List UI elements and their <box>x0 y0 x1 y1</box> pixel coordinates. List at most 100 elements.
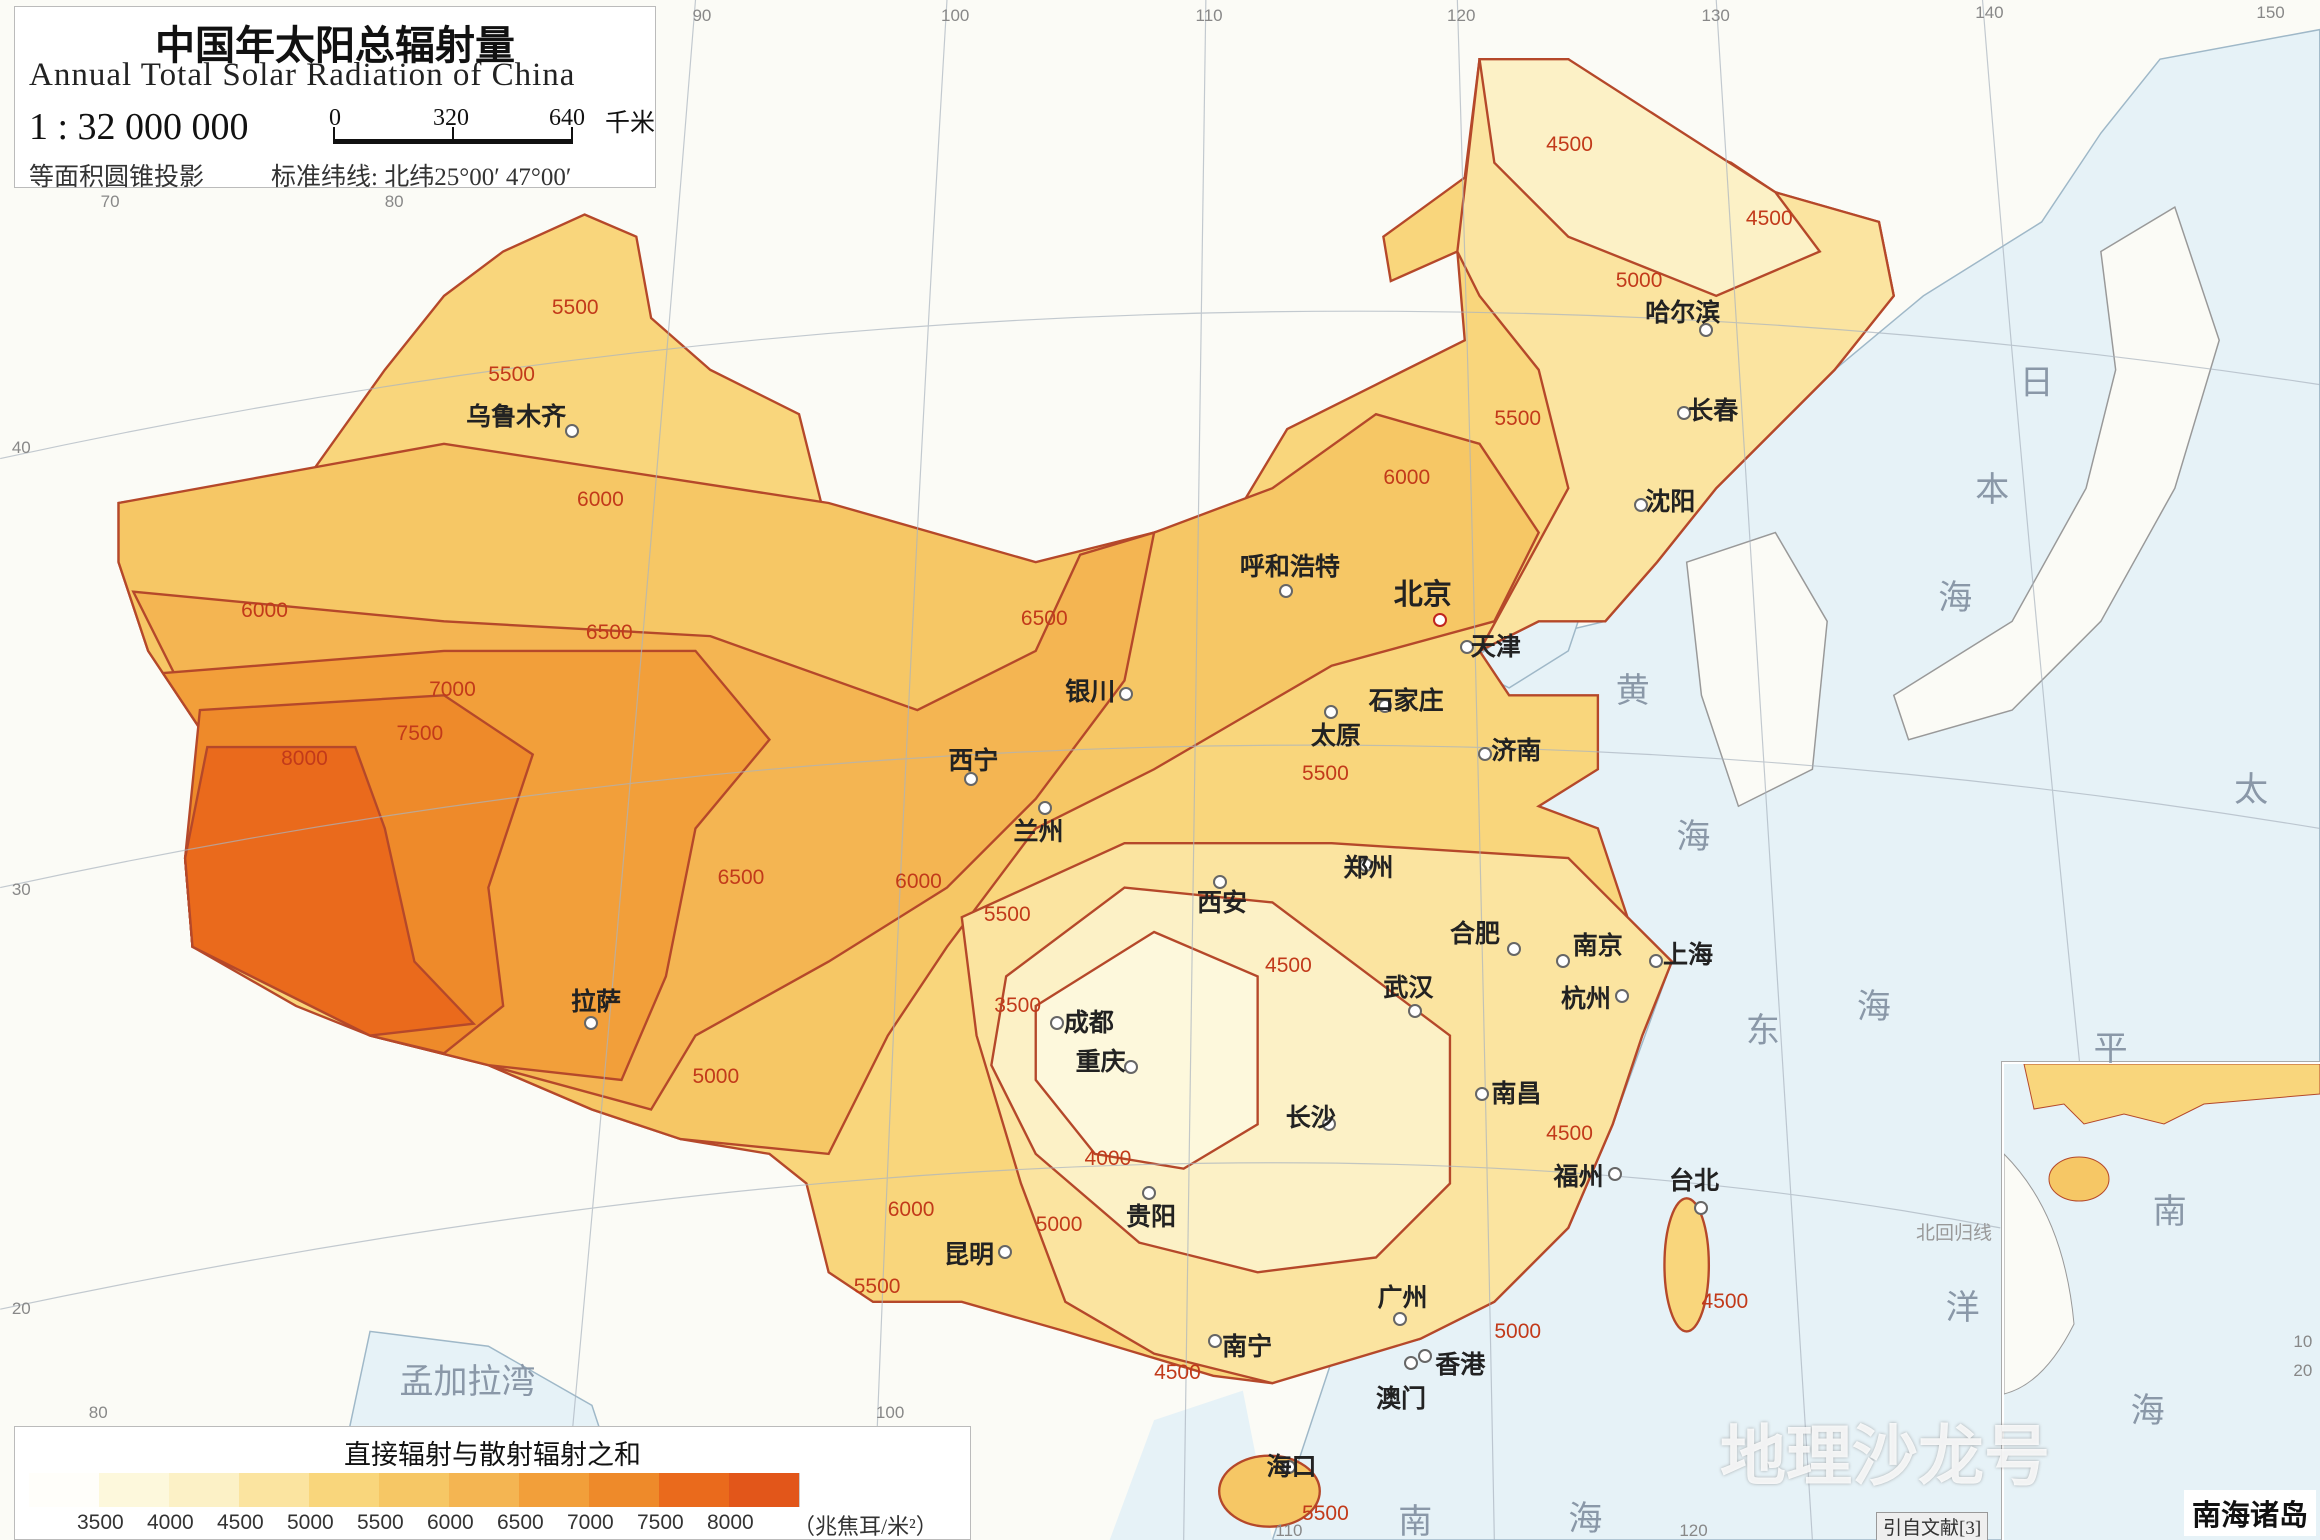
sea-label: 黄 <box>1615 672 1650 710</box>
map-subtitle: Annual Total Solar Radiation of China <box>29 57 576 93</box>
graticule-label: 120 <box>1447 5 1476 25</box>
city-marker-icon <box>1693 1200 1708 1215</box>
isoline-label: 5500 <box>551 295 599 319</box>
isoline-label: 3500 <box>994 994 1041 1018</box>
city-label: 长春 <box>1688 397 1739 425</box>
scale-ratio: 1 : 32 000 000 <box>29 106 249 148</box>
legend-swatch <box>659 1473 730 1507</box>
band-4000 <box>1034 930 1259 1170</box>
graticule-label: 80 <box>88 1402 108 1422</box>
citation: 引自文献[3] <box>1876 1512 1989 1540</box>
city-label: 武汉 <box>1383 974 1434 1002</box>
isoline-label: 6000 <box>1383 466 1431 490</box>
city-label: 银川 <box>1065 678 1116 706</box>
graticule-label: 110 <box>1195 5 1223 25</box>
standard-parallels: 标准纬线: 北纬25°00′ 47°00′ <box>271 164 572 191</box>
city-marker-icon <box>1649 953 1664 968</box>
graticule-label: 90 <box>692 5 712 25</box>
legend-swatch <box>239 1473 310 1507</box>
isoline-label: 4500 <box>1745 207 1793 231</box>
sea-label: 南 <box>2152 1193 2187 1231</box>
isoline-label: 6500 <box>717 865 765 889</box>
legend-swatch <box>169 1473 240 1507</box>
isoline-label: 5000 <box>1035 1213 1083 1237</box>
south-china-sea-inset: 南海诸岛 <box>2001 1061 2320 1540</box>
city-marker-icon <box>1378 699 1393 714</box>
city-label: 南昌 <box>1491 1081 1542 1109</box>
city-label: 济南 <box>1491 737 1542 765</box>
city-label: 郑州 <box>1343 854 1394 882</box>
isoline-label: 5000 <box>1494 1319 1542 1343</box>
band-4500-northeast <box>1478 57 1822 298</box>
city-marker-icon <box>1038 801 1053 816</box>
sea-label: 太 <box>2234 771 2269 809</box>
city-label: 石家庄 <box>1368 687 1444 715</box>
sea-label: 海 <box>1938 579 1973 617</box>
legend-value: 5000 <box>287 1511 334 1534</box>
city-label: 南宁 <box>1222 1334 1273 1362</box>
city-marker-icon <box>998 1245 1013 1260</box>
city-marker-icon <box>1212 875 1227 890</box>
projection: 等面积圆锥投影 <box>29 164 205 191</box>
legend-value: 4500 <box>217 1511 264 1534</box>
graticule-label: 70 <box>100 192 120 212</box>
isoline-label: 5500 <box>1494 406 1542 430</box>
isoline-label: 6000 <box>895 870 942 893</box>
map-title: 中国年太阳总辐射量 <box>155 23 515 68</box>
legend-swatch <box>449 1473 520 1507</box>
city-marker-icon <box>1634 498 1649 513</box>
city-label: 乌鲁木齐 <box>466 403 567 431</box>
sea-label: 孟加拉湾 <box>399 1363 536 1401</box>
graticule-label: 100 <box>875 1402 905 1422</box>
sea-label: 海 <box>1856 989 1891 1027</box>
graticule-label: 140 <box>1975 2 2004 22</box>
sea-label: 海 <box>1676 819 1711 857</box>
city-marker-icon <box>1393 1311 1408 1326</box>
isoline-label: 7500 <box>396 722 444 746</box>
legend-value: 6000 <box>427 1511 474 1534</box>
isoline-label: 6000 <box>241 599 288 623</box>
graticule-label: 10 <box>2293 1331 2313 1351</box>
city-marker-icon <box>1677 406 1692 421</box>
legend-swatch <box>29 1473 100 1507</box>
inset-title: 南海诸岛 <box>2183 1490 2316 1536</box>
taiwan <box>1663 1197 1711 1333</box>
legend-value: 8000 <box>707 1511 754 1534</box>
city-label: 哈尔滨 <box>1645 299 1721 327</box>
city-marker-icon <box>583 1015 598 1030</box>
isoline-label: 6500 <box>585 621 633 645</box>
scale-bar: 0 320 640 <box>329 105 585 149</box>
city-marker-icon <box>1459 640 1474 655</box>
city-marker-icon <box>1119 687 1134 702</box>
city-label: 海口 <box>1266 1454 1317 1482</box>
city-label: 太原 <box>1310 723 1361 751</box>
legend-swatch <box>729 1473 800 1507</box>
city-marker-icon <box>1323 705 1338 720</box>
city-marker-icon <box>1418 1348 1433 1363</box>
city-marker-icon <box>1282 1459 1297 1474</box>
isoline-label: 5500 <box>488 362 535 386</box>
china-landmass <box>117 57 1896 1528</box>
city-marker-icon <box>1359 857 1374 872</box>
city-label: 成都 <box>1063 1010 1114 1038</box>
sea-label: 洋 <box>1945 1289 1980 1327</box>
city-label: 长沙 <box>1285 1104 1336 1132</box>
isoline-label: 5000 <box>1615 269 1663 293</box>
isoline-label: 8000 <box>281 747 328 771</box>
city-marker-icon <box>564 424 579 439</box>
city-label: 拉萨 <box>571 989 622 1017</box>
isoline-label: 4500 <box>1154 1361 1201 1385</box>
sea-label: 本 <box>1975 471 2010 509</box>
city-marker-icon <box>1699 323 1714 338</box>
city-marker-icon <box>1477 746 1492 761</box>
city-marker-icon <box>1433 613 1448 628</box>
isoline-label: 6500 <box>1020 606 1068 630</box>
isoline-label: 4000 <box>1084 1146 1132 1170</box>
city-marker-icon <box>1615 989 1630 1004</box>
band-8000 <box>183 745 477 1037</box>
legend-swatch <box>99 1473 170 1507</box>
legend-swatch <box>589 1473 660 1507</box>
legend: 直接辐射与散射辐射之和 （兆焦耳/米²） 3500 4000 4500 5000 550… <box>14 1426 971 1540</box>
